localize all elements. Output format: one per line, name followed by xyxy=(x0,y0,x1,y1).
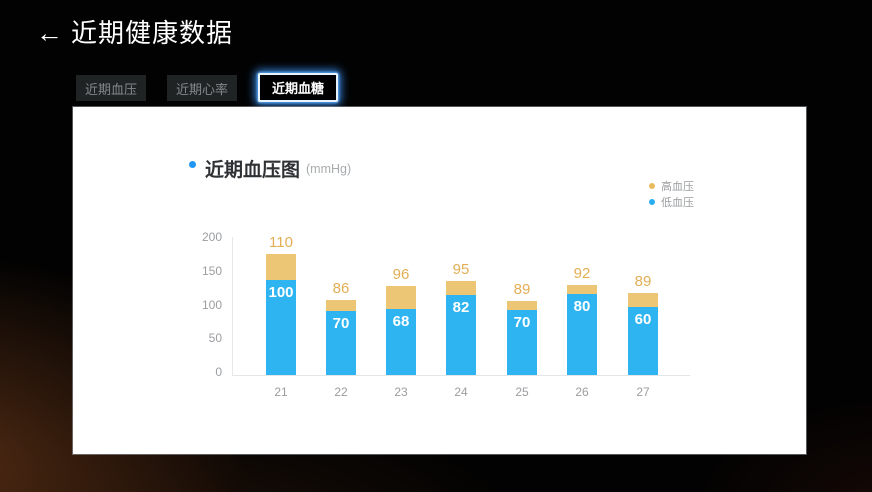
bar-stack xyxy=(386,286,416,375)
bar-high-value-label: 89 xyxy=(634,273,652,290)
chart-legend: 高血压 低血压 xyxy=(649,178,694,210)
legend-label-low: 低血压 xyxy=(661,197,694,209)
x-tick-label: 26 xyxy=(575,385,589,399)
bar-low-value-label: 70 xyxy=(513,314,531,331)
chart-unit: (mmHg) xyxy=(306,161,352,176)
x-tick-label: 24 xyxy=(454,385,468,399)
x-tick-label: 23 xyxy=(394,385,408,399)
legend-dot-low-icon xyxy=(649,199,655,205)
bar-low-segment xyxy=(266,280,296,375)
y-tick-label: 0 xyxy=(215,365,222,379)
bar-stack xyxy=(507,301,537,375)
bar-high-segment xyxy=(326,300,356,311)
bar-stack xyxy=(446,281,476,375)
bar-high-segment xyxy=(386,286,416,309)
x-tick-label: 21 xyxy=(274,385,288,399)
y-tick-label: 50 xyxy=(208,331,222,346)
plot-area: 0 50 100 150 200 110 100 21 86 70 22 96 68 23 95 82 24 89… xyxy=(73,107,806,454)
bar-low-segment xyxy=(446,295,476,375)
chart-title: 近期血压图 xyxy=(205,160,301,181)
bar-high-value-label: 86 xyxy=(332,280,350,297)
bar-high-value-label: 95 xyxy=(452,261,470,278)
bar-stack xyxy=(567,285,597,375)
bar-high-segment xyxy=(266,254,296,280)
back-icon[interactable]: ← xyxy=(36,18,63,48)
bar-stack xyxy=(628,293,658,375)
tab-recent-heart-rate[interactable]: 近期心率 xyxy=(167,75,237,101)
bar-high-value-label: 89 xyxy=(513,281,531,298)
x-tick-label: 25 xyxy=(515,385,529,399)
bar-high-segment xyxy=(446,281,476,295)
bar-high-value-label: 92 xyxy=(573,265,591,282)
x-axis-line xyxy=(232,375,690,376)
bar-low-segment xyxy=(507,310,537,375)
bar-stack xyxy=(266,254,296,375)
bar-low-value-label: 82 xyxy=(452,299,470,316)
bar-high-value-label: 110 xyxy=(269,234,293,251)
title-bullet-icon xyxy=(189,161,196,168)
legend-item-low: 低血压 xyxy=(649,194,694,210)
y-tick-label: 150 xyxy=(201,263,222,278)
bar-low-value-label: 100 xyxy=(268,284,294,301)
legend-dot-high-icon xyxy=(649,183,655,189)
x-tick-label: 22 xyxy=(334,385,348,399)
bar-low-value-label: 60 xyxy=(634,311,652,328)
x-tick-label: 27 xyxy=(636,385,650,399)
legend-item-high: 高血压 xyxy=(649,178,694,194)
y-tick-label: 100 xyxy=(201,297,222,312)
bar-low-segment xyxy=(628,307,658,375)
page-title: 近期健康数据 xyxy=(71,18,234,48)
bar-low-segment xyxy=(326,311,356,375)
legend-label-high: 高血压 xyxy=(661,181,694,193)
bar-high-segment xyxy=(567,285,597,294)
bar-low-value-label: 70 xyxy=(332,315,350,332)
tab-recent-blood-pressure[interactable]: 近期血压 xyxy=(76,75,146,101)
bar-low-segment xyxy=(567,294,597,375)
header: ← 近期健康数据 xyxy=(36,16,233,50)
chart-card: 近期血压图 (mmHg) 高血压 低血压 0 50 100 150 200 110 100 2… xyxy=(73,107,806,454)
bar-stack xyxy=(326,300,356,375)
chart-title-row: 近期血压图 (mmHg) xyxy=(189,155,351,182)
bar-low-segment xyxy=(386,309,416,375)
bar-high-value-label: 96 xyxy=(392,266,410,283)
tab-bar: 近期血压 近期心率 近期血糖 xyxy=(76,73,338,102)
y-tick-label: 200 xyxy=(201,230,222,244)
tab-recent-blood-sugar[interactable]: 近期血糖 xyxy=(258,73,338,102)
bar-low-value-label: 80 xyxy=(573,298,591,315)
bar-high-segment xyxy=(628,293,658,307)
bar-high-segment xyxy=(507,301,537,310)
y-axis-line xyxy=(232,237,233,375)
bar-low-value-label: 68 xyxy=(392,313,410,330)
